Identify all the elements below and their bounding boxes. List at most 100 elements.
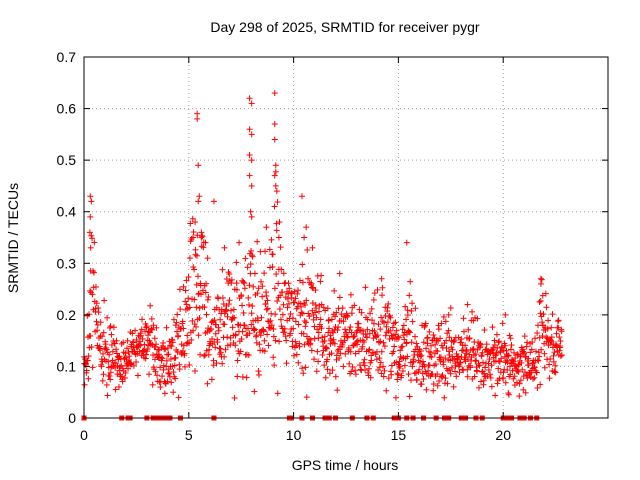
data-point — [367, 310, 374, 317]
data-point — [116, 367, 123, 374]
data-point — [195, 198, 202, 205]
data-point — [284, 295, 291, 302]
data-point — [306, 313, 313, 320]
x-tick-label: 15 — [391, 427, 407, 443]
data-point — [497, 348, 504, 355]
data-point — [500, 347, 507, 354]
data-point — [239, 302, 246, 309]
data-point — [385, 375, 392, 382]
data-point — [300, 370, 307, 377]
data-point — [93, 318, 100, 325]
data-point — [349, 363, 356, 370]
data-point — [274, 199, 281, 206]
data-point — [370, 296, 377, 303]
data-point — [554, 318, 561, 325]
data-point — [403, 316, 410, 323]
data-point — [464, 373, 471, 380]
data-point — [326, 370, 333, 377]
data-point — [315, 335, 322, 342]
data-point — [241, 322, 248, 329]
data-point — [249, 253, 256, 260]
data-point — [195, 332, 202, 339]
data-point — [386, 335, 393, 342]
data-point — [256, 341, 263, 348]
data-point — [271, 172, 278, 179]
data-point — [485, 367, 492, 374]
data-point — [191, 266, 198, 273]
data-point — [255, 368, 262, 375]
data-point — [364, 326, 371, 333]
chart-title: Day 298 of 2025, SRMTID for receiver pyg… — [210, 19, 480, 35]
data-point — [352, 350, 359, 357]
plot-frame — [83, 56, 609, 419]
data-point — [378, 370, 385, 377]
data-point — [402, 303, 409, 310]
data-point — [139, 316, 146, 323]
x-tick-label: 0 — [80, 427, 88, 443]
data-point — [340, 363, 347, 370]
data-point — [274, 298, 281, 305]
data-point — [203, 280, 210, 287]
data-point — [86, 229, 93, 236]
data-point — [100, 329, 107, 336]
data-point — [317, 316, 324, 323]
data-point — [474, 368, 481, 375]
data-point — [552, 369, 559, 376]
data-point — [518, 359, 525, 366]
data-point — [399, 343, 406, 350]
data-point — [524, 339, 531, 346]
data-point — [293, 342, 300, 349]
data-point — [438, 373, 445, 380]
data-point — [453, 373, 460, 380]
data-point — [190, 229, 197, 236]
data-point — [321, 362, 328, 369]
data-point — [248, 213, 255, 220]
data-point — [553, 342, 560, 349]
data-point — [482, 364, 489, 371]
data-point — [447, 304, 454, 311]
data-point — [132, 327, 139, 334]
data-point — [347, 324, 354, 331]
data-point — [419, 358, 426, 365]
data-point — [447, 370, 454, 377]
data-point — [263, 224, 270, 231]
data-point — [303, 224, 310, 231]
data-point — [550, 352, 557, 359]
data-point — [556, 334, 563, 341]
data-point — [113, 350, 120, 357]
data-point — [416, 366, 423, 373]
data-point — [371, 328, 378, 335]
data-point — [331, 340, 338, 347]
data-point — [473, 357, 480, 364]
data-point — [318, 325, 325, 332]
data-point — [285, 300, 292, 307]
data-point — [381, 367, 388, 374]
data-point — [254, 317, 261, 324]
data-point — [228, 276, 235, 283]
data-point — [287, 290, 294, 297]
data-point — [334, 327, 341, 334]
data-point — [309, 244, 316, 251]
data-point — [462, 342, 469, 349]
data-point — [347, 348, 354, 355]
data-point — [541, 364, 548, 371]
data-point — [186, 255, 193, 262]
data-point — [246, 330, 253, 337]
data-point — [379, 318, 386, 325]
data-point — [198, 229, 205, 236]
data-point — [258, 278, 265, 285]
data-point — [243, 374, 250, 381]
data-point — [436, 378, 443, 385]
data-point — [270, 354, 277, 361]
data-point — [105, 358, 112, 365]
data-point — [327, 332, 334, 339]
data-point — [267, 317, 274, 324]
data-point — [230, 306, 237, 313]
data-point — [525, 361, 532, 368]
data-point — [479, 359, 486, 366]
data-point — [298, 193, 305, 200]
data-point — [451, 337, 458, 344]
data-point — [286, 285, 293, 292]
data-point — [470, 345, 477, 352]
data-point — [315, 308, 322, 315]
